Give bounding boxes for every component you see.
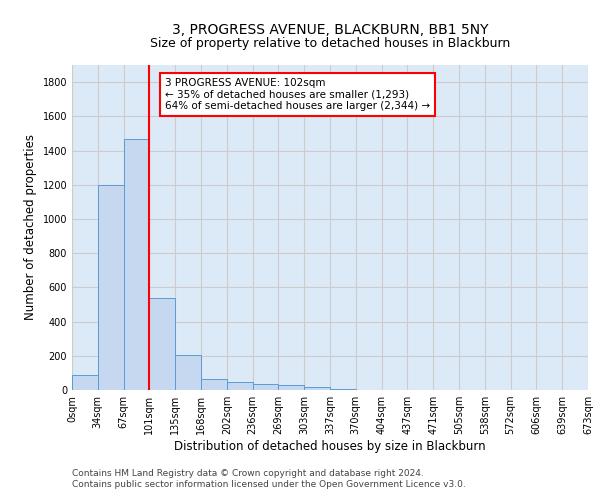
Bar	[227, 382, 253, 390]
Bar	[124, 138, 149, 390]
Text: Size of property relative to detached houses in Blackburn: Size of property relative to detached ho…	[150, 38, 510, 51]
Text: Contains HM Land Registry data © Crown copyright and database right 2024.: Contains HM Land Registry data © Crown c…	[72, 468, 424, 477]
Bar	[278, 385, 304, 390]
Text: Contains public sector information licensed under the Open Government Licence v3: Contains public sector information licen…	[72, 480, 466, 489]
Bar	[175, 355, 201, 390]
Bar	[98, 184, 124, 390]
Text: 3, PROGRESS AVENUE, BLACKBURN, BB1 5NY: 3, PROGRESS AVENUE, BLACKBURN, BB1 5NY	[172, 22, 488, 36]
X-axis label: Distribution of detached houses by size in Blackburn: Distribution of detached houses by size …	[174, 440, 486, 453]
Bar	[304, 388, 330, 390]
Bar	[253, 384, 278, 390]
Bar	[149, 298, 175, 390]
Bar	[72, 374, 98, 390]
Y-axis label: Number of detached properties: Number of detached properties	[24, 134, 37, 320]
Text: 3 PROGRESS AVENUE: 102sqm
← 35% of detached houses are smaller (1,293)
64% of se: 3 PROGRESS AVENUE: 102sqm ← 35% of detac…	[165, 78, 430, 111]
Bar	[201, 379, 227, 390]
Bar	[330, 389, 356, 390]
